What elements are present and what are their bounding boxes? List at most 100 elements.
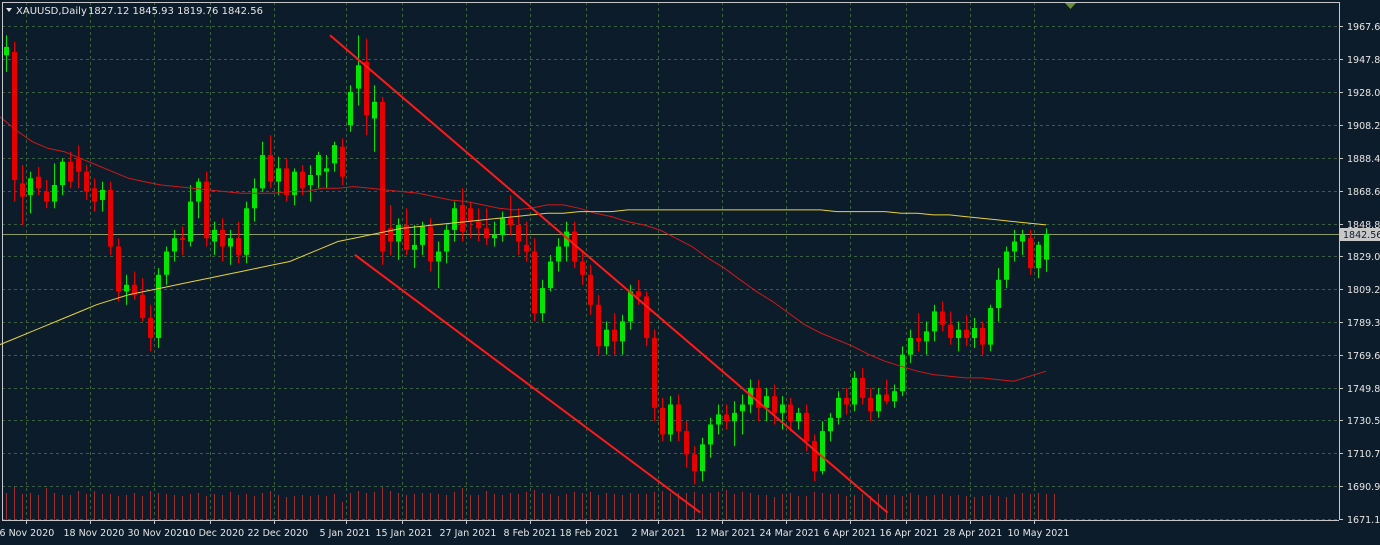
x-tick-label: 2 Mar 2021: [632, 528, 686, 539]
candle-body: [660, 407, 665, 435]
candle-body: [596, 304, 601, 347]
candle-body: [668, 404, 673, 435]
candle-body: [332, 145, 337, 164]
candle-body: [268, 155, 273, 182]
candle-body: [484, 228, 489, 239]
candle-body: [468, 208, 473, 222]
candles: [4, 35, 1049, 485]
x-tick-label: 28 Apr 2021: [944, 528, 1003, 539]
candle-body: [628, 291, 633, 322]
chart-frame: [2, 2, 1340, 521]
candle-body: [236, 238, 241, 255]
candle-body: [340, 146, 345, 177]
candle-body: [524, 244, 529, 252]
x-tick-label: 6 Nov 2020: [0, 528, 54, 539]
candle-body: [940, 311, 945, 325]
x-tick-label: 10 Dec 2020: [184, 528, 245, 539]
candle-body: [764, 396, 769, 408]
candle-body: [588, 274, 593, 305]
current-price-tag-bg: [1340, 228, 1380, 241]
x-tick-label: 12 Mar 2021: [696, 528, 756, 539]
y-tick-label: 1690.95: [1347, 482, 1380, 493]
x-tick-label: 18 Nov 2020: [64, 528, 125, 539]
candle-body: [812, 441, 817, 472]
candle-body: [820, 431, 825, 472]
ma-fast-line: [0, 116, 1047, 382]
ohlc-readout: 1827.12 1845.93 1819.76 1842.56: [88, 6, 263, 17]
y-tick-label: 1671.15: [1347, 515, 1380, 526]
candle-body: [580, 261, 585, 275]
candle-body: [828, 417, 833, 432]
current-price-tag: 1842.56: [1340, 228, 1380, 241]
candle-body: [884, 394, 889, 402]
candle-body: [772, 396, 777, 413]
candle-body: [52, 184, 57, 202]
candle-body: [964, 329, 969, 338]
candle-body: [1020, 234, 1025, 242]
candle-body: [420, 226, 425, 245]
symbol-label: XAUUSD,Daily: [16, 6, 87, 17]
candle-body: [276, 168, 281, 182]
y-tick-label: 1967.60: [1347, 22, 1380, 33]
candle-body: [300, 171, 305, 189]
candle-body: [956, 329, 961, 338]
candle-body: [348, 91, 353, 126]
candle-body: [692, 454, 697, 472]
grid: [2, 2, 1339, 520]
candle-body: [844, 397, 849, 405]
candle-body: [1012, 241, 1017, 252]
candle-body: [228, 238, 233, 247]
candle-body: [1004, 251, 1009, 280]
candle-body: [380, 101, 385, 252]
candle-body: [292, 171, 297, 195]
candle-body: [252, 188, 257, 209]
candle-body: [604, 329, 609, 347]
candle-body: [796, 412, 801, 422]
candle-body: [364, 61, 369, 116]
candle-body: [716, 414, 721, 425]
candle-body: [652, 337, 657, 408]
price-axis[interactable]: 1967.60 1947.80 1928.00 1908.20 1888.40 1868.…: [1339, 22, 1380, 526]
candle-body: [124, 284, 129, 292]
candle-body: [852, 377, 857, 405]
moving-averages: [0, 116, 1047, 382]
candle-body: [988, 308, 993, 345]
candle-body: [220, 229, 225, 247]
x-tick-label: 5 Jan 2021: [320, 528, 371, 539]
candle-body: [100, 189, 105, 200]
collapse-triangle-icon[interactable]: [6, 8, 12, 12]
y-tick-label: 1749.80: [1347, 384, 1380, 395]
candle-body: [556, 246, 561, 262]
candle-body: [548, 261, 553, 289]
candle-body: [532, 251, 537, 314]
candle-body: [308, 175, 313, 185]
candle-body: [108, 189, 113, 247]
candle-body: [980, 328, 985, 345]
candle-body: [612, 329, 617, 342]
candle-body: [492, 234, 497, 239]
candle-body: [44, 191, 49, 202]
candle-body: [996, 279, 1001, 309]
candle-body: [540, 288, 545, 314]
candle-body: [156, 274, 161, 338]
y-tick-label: 1730.55: [1347, 416, 1380, 427]
candle-body: [180, 238, 185, 240]
x-tick-label: 8 Feb 2021: [504, 528, 557, 539]
candle-body: [1028, 238, 1033, 269]
candle-body: [76, 158, 81, 172]
candle-body: [1044, 233, 1049, 260]
candle-body: [636, 291, 641, 297]
candle-body: [804, 412, 809, 442]
one-click-trading-arrow-icon[interactable]: [1065, 3, 1076, 9]
candle-body: [500, 218, 505, 235]
candle-body: [644, 296, 649, 338]
y-tick-label: 1829.00: [1347, 252, 1380, 263]
candle-body: [740, 404, 745, 412]
candle-body: [724, 414, 729, 422]
candle-body: [36, 176, 41, 189]
candle-body: [444, 229, 449, 252]
candle-body: [948, 324, 953, 338]
